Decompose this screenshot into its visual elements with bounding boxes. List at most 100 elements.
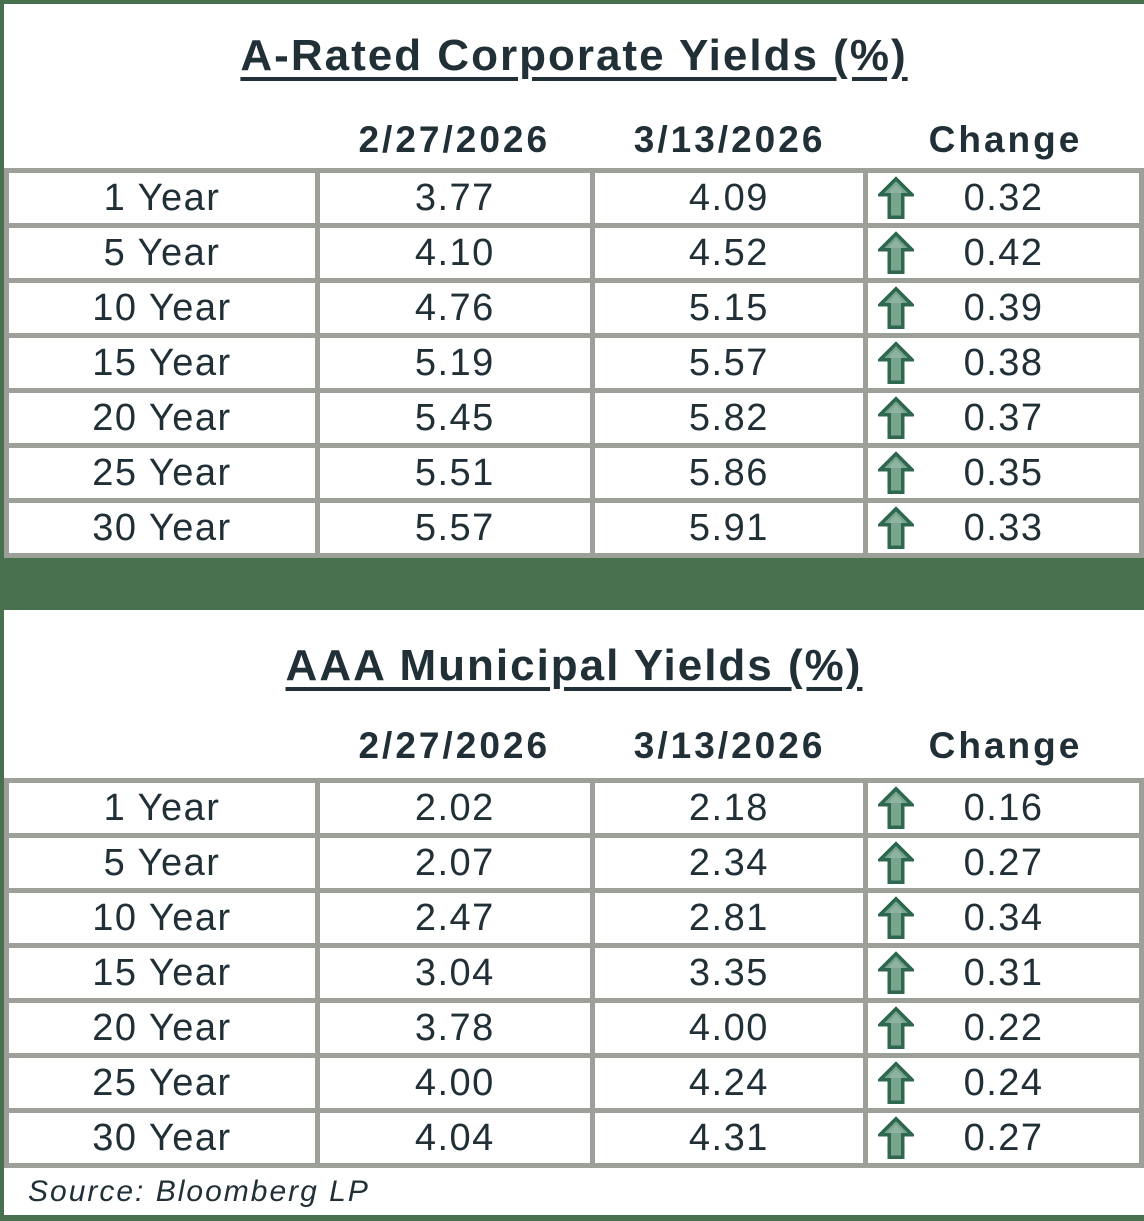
source-text: Source: Bloomberg LP — [28, 1174, 370, 1208]
change-value: 0.31 — [963, 951, 1044, 994]
change-cell: 0.42 — [863, 223, 1144, 283]
up-arrow-icon — [876, 786, 917, 830]
row-label-cell: 5 Year — [4, 833, 320, 893]
row-label-cell: 30 Year — [4, 498, 320, 558]
table-row: 30 Year 4.04 4.31 0.27 — [4, 1108, 1144, 1168]
change-cell: 0.16 — [863, 778, 1144, 838]
curr-value-cell: 4.09 — [589, 168, 869, 228]
change-value: 0.34 — [963, 896, 1044, 939]
table-row: 20 Year 3.78 4.00 0.22 — [4, 998, 1144, 1058]
curr-value-cell: 5.57 — [589, 333, 869, 393]
up-arrow-icon — [876, 1116, 917, 1160]
prev-value-cell: 5.57 — [314, 498, 595, 558]
change-cell: 0.34 — [863, 888, 1144, 948]
curr-value-cell: 2.18 — [589, 778, 869, 838]
change-value: 0.33 — [963, 506, 1044, 549]
table-row: 1 Year 2.02 2.18 0.16 — [4, 778, 1144, 838]
municipal-yields-section: AAA Municipal Yields (%) 2/27/2026 3/13/… — [4, 610, 1144, 1168]
row-label-cell: 30 Year — [4, 1108, 320, 1168]
change-value: 0.27 — [963, 841, 1044, 884]
curr-value-cell: 5.82 — [589, 388, 869, 448]
row-label-cell: 15 Year — [4, 333, 320, 393]
prev-value-cell: 4.04 — [314, 1108, 595, 1168]
change-cell: 0.24 — [863, 1053, 1144, 1113]
curr-value-cell: 2.34 — [589, 833, 869, 893]
table-row: 10 Year 2.47 2.81 0.34 — [4, 888, 1144, 948]
row-label-cell: 15 Year — [4, 943, 320, 1003]
header-date-curr: 3/13/2026 — [633, 119, 826, 160]
curr-value-cell: 2.81 — [589, 888, 869, 948]
up-arrow-icon — [876, 1061, 917, 1105]
change-cell: 0.39 — [863, 278, 1144, 338]
change-cell: 0.37 — [863, 388, 1144, 448]
up-arrow-icon — [876, 506, 917, 550]
row-label-cell: 25 Year — [4, 443, 320, 503]
prev-value-cell: 2.07 — [314, 833, 595, 893]
change-cell: 0.31 — [863, 943, 1144, 1003]
change-value: 0.38 — [963, 341, 1044, 384]
change-cell: 0.33 — [863, 498, 1144, 558]
change-value: 0.16 — [963, 786, 1044, 829]
header-change: Change — [928, 725, 1083, 766]
curr-value-cell: 4.00 — [589, 998, 869, 1058]
change-value: 0.35 — [963, 451, 1044, 494]
table-row: 5 Year 4.10 4.52 0.42 — [4, 223, 1144, 283]
corporate-yields-section: A-Rated Corporate Yields (%) 2/27/2026 3… — [4, 4, 1144, 558]
row-label-cell: 10 Year — [4, 888, 320, 948]
corporate-header-row: 2/27/2026 3/13/2026 Change — [4, 118, 1144, 162]
curr-value-cell: 3.35 — [589, 943, 869, 1003]
curr-value-cell: 4.31 — [589, 1108, 869, 1168]
change-cell: 0.27 — [863, 833, 1144, 893]
change-value: 0.32 — [963, 176, 1044, 219]
prev-value-cell: 4.76 — [314, 278, 595, 338]
up-arrow-icon — [876, 951, 917, 995]
up-arrow-icon — [876, 451, 917, 495]
curr-value-cell: 5.15 — [589, 278, 869, 338]
table-row: 15 Year 3.04 3.35 0.31 — [4, 943, 1144, 1003]
curr-value-cell: 5.91 — [589, 498, 869, 558]
table-row: 10 Year 4.76 5.15 0.39 — [4, 278, 1144, 338]
row-label-cell: 1 Year — [4, 168, 320, 228]
row-label-cell: 25 Year — [4, 1053, 320, 1113]
prev-value-cell: 2.47 — [314, 888, 595, 948]
up-arrow-icon — [876, 1006, 917, 1050]
green-divider-bar — [4, 558, 1144, 610]
table-row: 20 Year 5.45 5.82 0.37 — [4, 388, 1144, 448]
prev-value-cell: 3.77 — [314, 168, 595, 228]
table-row: 25 Year 5.51 5.86 0.35 — [4, 443, 1144, 503]
change-value: 0.42 — [963, 231, 1044, 274]
curr-value-cell: 5.86 — [589, 443, 869, 503]
prev-value-cell: 4.00 — [314, 1053, 595, 1113]
change-cell: 0.22 — [863, 998, 1144, 1058]
row-label-cell: 10 Year — [4, 278, 320, 338]
prev-value-cell: 2.02 — [314, 778, 595, 838]
row-label-cell: 20 Year — [4, 388, 320, 448]
prev-value-cell: 5.45 — [314, 388, 595, 448]
curr-value-cell: 4.52 — [589, 223, 869, 283]
change-cell: 0.35 — [863, 443, 1144, 503]
row-label-cell: 20 Year — [4, 998, 320, 1058]
corporate-yields-title: A-Rated Corporate Yields (%) — [240, 31, 908, 80]
row-label-cell: 5 Year — [4, 223, 320, 283]
table-row: 25 Year 4.00 4.24 0.24 — [4, 1053, 1144, 1113]
source-row: Source: Bloomberg LP — [4, 1168, 1144, 1215]
table-row: 15 Year 5.19 5.57 0.38 — [4, 333, 1144, 393]
change-cell: 0.32 — [863, 168, 1144, 228]
change-value: 0.37 — [963, 396, 1044, 439]
table-row: 30 Year 5.57 5.91 0.33 — [4, 498, 1144, 558]
municipal-header-row: 2/27/2026 3/13/2026 Change — [4, 724, 1144, 768]
up-arrow-icon — [876, 231, 917, 275]
prev-value-cell: 5.19 — [314, 333, 595, 393]
change-value: 0.27 — [963, 1116, 1044, 1159]
municipal-yields-table: 1 Year 2.02 2.18 0.16 5 Year 2.07 2.34 0.27 10 Y… — [4, 778, 1144, 1168]
municipal-yields-title: AAA Municipal Yields (%) — [285, 641, 863, 690]
header-date-prev: 2/27/2026 — [358, 725, 551, 766]
change-cell: 0.38 — [863, 333, 1144, 393]
up-arrow-icon — [876, 286, 917, 330]
prev-value-cell: 5.51 — [314, 443, 595, 503]
curr-value-cell: 4.24 — [589, 1053, 869, 1113]
table-row: 1 Year 3.77 4.09 0.32 — [4, 168, 1144, 228]
header-date-prev: 2/27/2026 — [358, 119, 551, 160]
change-value: 0.22 — [963, 1006, 1044, 1049]
